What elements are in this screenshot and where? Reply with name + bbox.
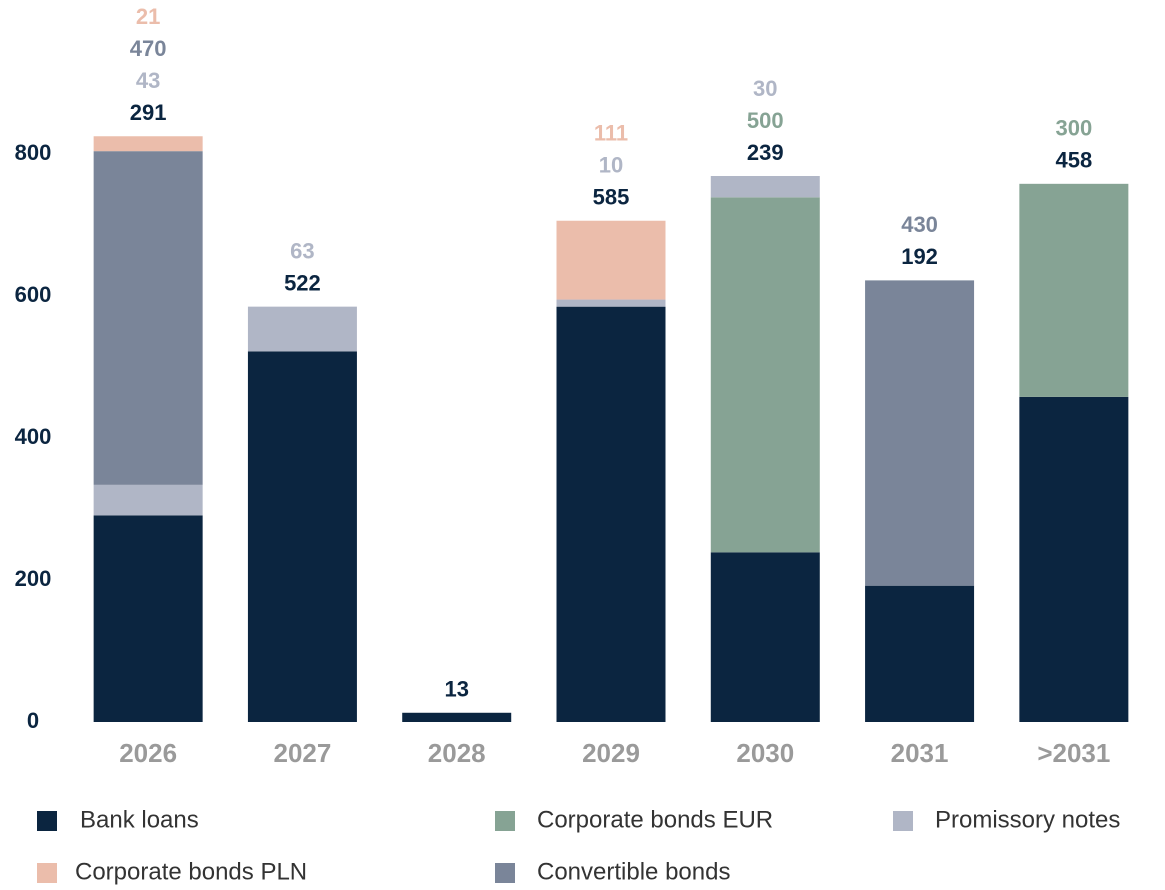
y-tick-label: 400 xyxy=(15,424,52,449)
value-label: 430 xyxy=(901,212,938,237)
legend-swatch xyxy=(893,811,913,831)
bar-segment xyxy=(1019,396,1129,722)
x-tick-label: 2028 xyxy=(428,738,486,768)
value-label: 585 xyxy=(593,185,630,210)
bar-segment xyxy=(710,176,820,198)
legend-swatch xyxy=(495,863,515,883)
value-label: 21 xyxy=(136,4,160,29)
bar-segment xyxy=(247,306,357,352)
value-label: 458 xyxy=(1055,148,1092,173)
bar-segment xyxy=(93,484,203,516)
value-label: 192 xyxy=(901,244,938,269)
legend-label: Corporate bonds PLN xyxy=(75,858,307,885)
value-label: 111 xyxy=(594,121,628,146)
value-label: 10 xyxy=(599,153,623,178)
bar-segment xyxy=(556,299,666,307)
x-tick-label: 2027 xyxy=(274,738,332,768)
bar-segment xyxy=(247,351,357,722)
x-tick-label: >2031 xyxy=(1037,738,1110,768)
x-tick-label: 2030 xyxy=(736,738,794,768)
bar-segment xyxy=(402,712,512,722)
value-label: 300 xyxy=(1055,116,1092,141)
bar-segment xyxy=(710,197,820,553)
y-tick-label: 800 xyxy=(15,140,52,165)
legend-label: Promissory notes xyxy=(935,806,1120,833)
bar-segment xyxy=(1019,183,1129,397)
legend-label: Bank loans xyxy=(80,806,199,833)
y-tick-label: 200 xyxy=(15,566,52,591)
value-label: 470 xyxy=(130,36,167,61)
value-label: 13 xyxy=(444,677,468,702)
y-tick-label: 600 xyxy=(15,282,52,307)
legend-label: Corporate bonds EUR xyxy=(537,806,773,833)
legend-swatch xyxy=(495,811,515,831)
bar-segment xyxy=(556,220,666,300)
value-label: 522 xyxy=(284,270,321,295)
bar-segment xyxy=(93,136,203,152)
bar-segment xyxy=(93,151,203,485)
bar-segment xyxy=(865,280,975,586)
value-label: 500 xyxy=(747,108,784,133)
bar-segment xyxy=(865,585,975,722)
value-label: 291 xyxy=(130,100,167,125)
bar-segment xyxy=(93,515,203,722)
legend-swatch xyxy=(37,811,57,831)
value-label: 63 xyxy=(290,238,314,263)
value-label: 43 xyxy=(136,68,160,93)
legend-swatch xyxy=(37,863,57,883)
bar-segment xyxy=(710,552,820,722)
value-label: 239 xyxy=(747,140,784,165)
legend-label: Convertible bonds xyxy=(537,858,730,885)
x-tick-label: 2026 xyxy=(119,738,177,768)
bar-segment xyxy=(556,306,666,722)
y-tick-label: 0 xyxy=(27,708,39,733)
x-tick-label: 2031 xyxy=(891,738,949,768)
value-label: 30 xyxy=(753,76,777,101)
x-tick-label: 2029 xyxy=(582,738,640,768)
